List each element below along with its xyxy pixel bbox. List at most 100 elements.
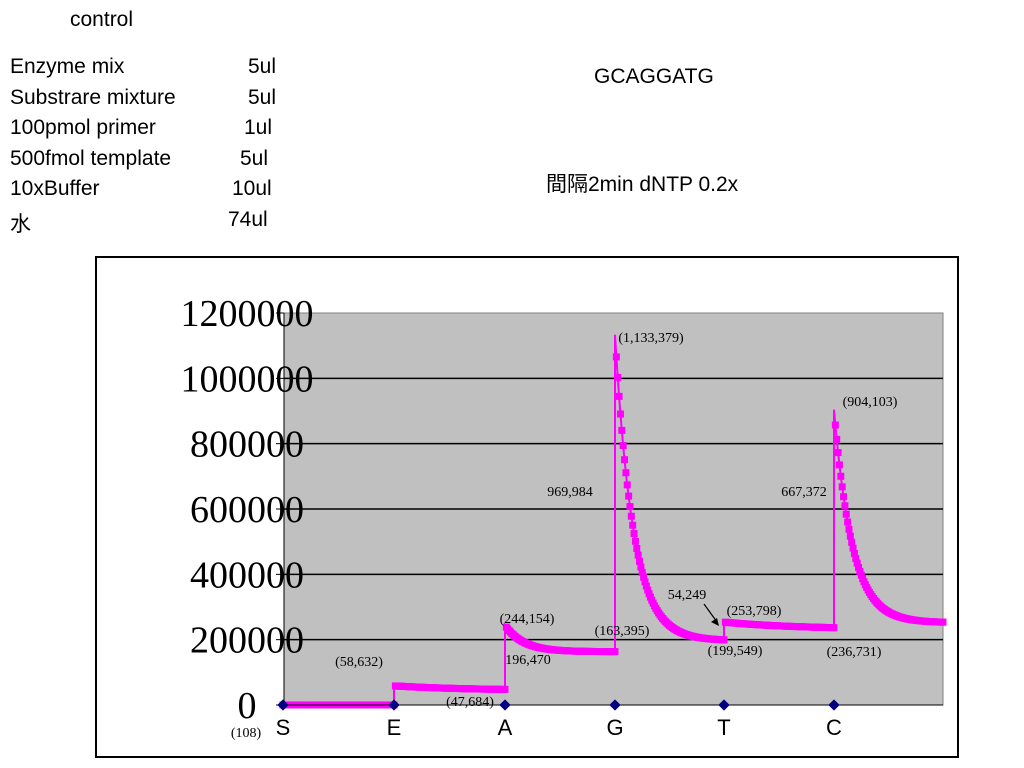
reagent-amount: 74ul: [228, 207, 268, 231]
condition-label: 間隔2min dNTP 0.2x: [546, 173, 739, 196]
series-point: [855, 563, 863, 571]
series-point: [849, 544, 857, 552]
category-marker: [609, 699, 621, 711]
series-point: [844, 518, 852, 526]
series-point: [853, 559, 861, 567]
reagent-row: 水 74ul: [10, 208, 300, 239]
series-point: [939, 618, 947, 626]
reagent-name: Substrare mixture: [10, 85, 176, 109]
series-point: [622, 469, 630, 477]
reagent-name: Enzyme mix: [10, 55, 125, 78]
data-annotation: (1,133,379): [618, 331, 684, 346]
x-tick-label: A: [498, 715, 513, 740]
series-point: [833, 435, 841, 443]
category-marker: [828, 699, 840, 711]
reagent-amount: 1ul: [244, 116, 273, 139]
x-tick-label: C: [826, 715, 842, 740]
series-point: [625, 492, 633, 500]
series-point: [633, 544, 641, 552]
reagent-list: Enzyme mix 5ul Substrare mixture 5ul 100…: [10, 55, 300, 238]
arrow-head: [711, 618, 719, 626]
series-point: [618, 426, 626, 434]
series-point: [642, 582, 650, 590]
series-point: [852, 555, 860, 563]
page-heading: control: [70, 8, 134, 31]
series-point: [840, 493, 848, 501]
series-point: [631, 537, 639, 545]
series-point: [638, 568, 646, 576]
data-annotation: (199,549): [708, 644, 763, 659]
series-point: [614, 373, 622, 381]
series-point: [837, 472, 845, 480]
series-point: [834, 449, 842, 457]
reagent-amount: 5ul: [240, 146, 269, 170]
reagent-row: 100pmol primer 1ul: [10, 116, 300, 147]
data-annotation: (904,103): [843, 395, 898, 410]
series-point: [629, 521, 637, 529]
y-tick-label: 800000: [190, 424, 304, 466]
y-tick-label: 200000: [190, 620, 304, 662]
series-point: [830, 624, 838, 632]
series-point: [644, 586, 652, 594]
x-tick-label: S: [276, 715, 291, 740]
data-annotation: (108): [231, 726, 262, 741]
data-annotation: (163,395): [595, 624, 650, 639]
sequence-label: GCAGGATG: [594, 65, 714, 88]
category-marker: [718, 699, 730, 711]
series-point: [641, 578, 649, 586]
reagent-row: 500fmol template 5ul: [10, 147, 300, 178]
y-tick-label: 0: [238, 685, 257, 727]
series-point: [848, 538, 856, 546]
series-point: [616, 410, 624, 418]
series-point: [634, 551, 642, 559]
y-tick-label: 1000000: [181, 358, 314, 400]
data-annotation: (58,632): [335, 655, 383, 670]
reagent-amount: 5ul: [248, 85, 277, 109]
reagent-name: 水: [10, 212, 31, 236]
series-point: [619, 442, 627, 450]
series-point: [611, 648, 619, 656]
annotation-arrow: [703, 603, 718, 623]
series-point: [626, 503, 634, 511]
y-tick-label: 400000: [190, 554, 304, 596]
reagent-name: 500fmol template: [10, 146, 172, 170]
data-annotation: 667,372: [781, 485, 827, 500]
series-point: [623, 481, 631, 489]
series-point: [640, 573, 648, 581]
category-marker: [277, 699, 289, 711]
reagent-row: Substrare mixture 5ul: [10, 86, 300, 117]
data-annotation: (244,154): [500, 612, 555, 627]
reagent-name: 10xBuffer: [10, 177, 100, 200]
data-annotation: 196,470: [505, 653, 551, 668]
data-annotation: (236,731): [827, 645, 882, 660]
reagent-amount: 10ul: [232, 177, 272, 200]
series-point: [621, 456, 629, 464]
series-point: [856, 567, 864, 575]
data-annotation: (47,684): [446, 695, 494, 710]
category-marker: [499, 699, 511, 711]
x-tick-label: G: [606, 715, 623, 740]
reagent-row: 10xBuffer 10ul: [10, 177, 300, 208]
x-tick-label: T: [717, 715, 730, 740]
y-tick-label: 600000: [190, 489, 304, 531]
series-point: [841, 502, 849, 510]
series-point: [615, 392, 623, 400]
reagent-amount: 5ul: [248, 55, 277, 78]
series-point: [636, 557, 644, 565]
series-point: [637, 563, 645, 571]
series-point: [501, 685, 509, 693]
series-point: [627, 512, 635, 520]
series-point: [835, 461, 843, 469]
chart-svg: 1200000 1000000 800000 600000 400000 200000 0S…: [181, 293, 947, 741]
reagent-name: 100pmol primer: [10, 116, 156, 139]
series-point: [850, 550, 858, 558]
chart-frame: 1200000 1000000 800000 600000 400000 200000 0 S…: [95, 256, 959, 758]
series-point: [612, 353, 620, 361]
series-point: [842, 510, 850, 518]
x-tick-label: E: [387, 715, 402, 740]
series-point: [838, 483, 846, 491]
series-point: [720, 636, 728, 644]
data-annotation: 54,249: [668, 588, 707, 603]
series-point: [831, 421, 839, 429]
reagent-row: Enzyme mix 5ul: [10, 55, 300, 86]
